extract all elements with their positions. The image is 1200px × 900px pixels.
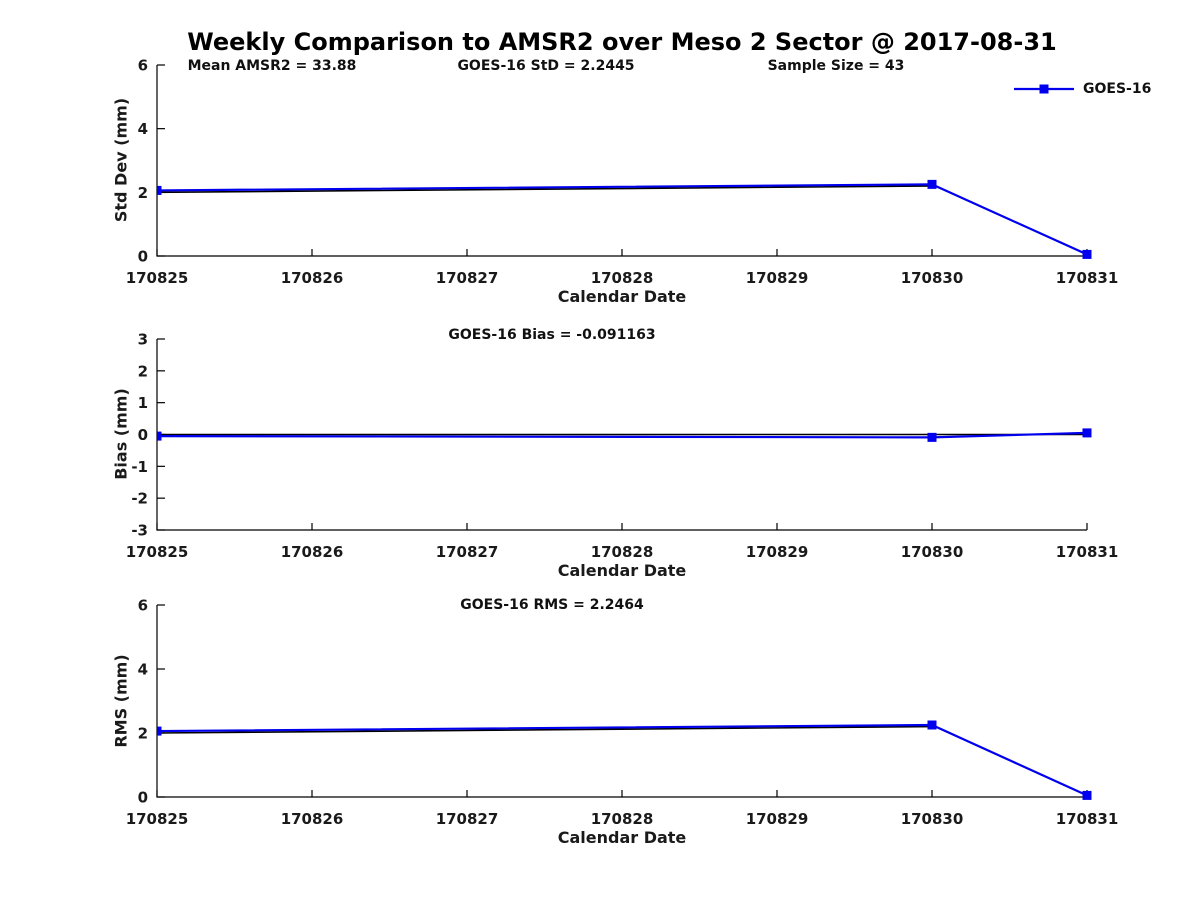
series-group [157, 428, 1092, 442]
subplot-title-bias: GOES-16 Bias = -0.091163 [448, 327, 656, 343]
xlabel: Calendar Date [558, 561, 687, 580]
series-group [157, 720, 1092, 800]
y-tick-label: 4 [138, 120, 148, 138]
axis-lines [156, 65, 1087, 257]
x-tick-label: 170825 [126, 269, 189, 287]
x-tick-label: 170826 [281, 269, 344, 287]
y-tick-label: 1 [138, 394, 148, 412]
series-line-reference [157, 185, 933, 194]
x-tick-label: 170831 [1056, 269, 1119, 287]
y-tick-label: -1 [131, 458, 148, 476]
x-tick-label: 170831 [1056, 543, 1119, 561]
legend-line-marker-swatch [1014, 84, 1074, 94]
ylabel-bias: Bias (mm) [111, 388, 131, 480]
legend-square-marker [1039, 84, 1049, 94]
y-tick-label: 0 [138, 426, 148, 444]
x-tick-label: 170826 [281, 543, 344, 561]
subplot-title-rms: GOES-16 RMS = 2.2464 [460, 597, 644, 613]
data-point-marker [1082, 249, 1092, 259]
y-tick-label: 0 [138, 248, 148, 266]
data-point-marker [157, 431, 162, 441]
series-group [157, 179, 1092, 259]
annotation-sample-size: Sample Size = 43 [767, 58, 905, 74]
ylabel-rms: RMS (mm) [111, 654, 131, 748]
y-tick-label: -3 [131, 522, 148, 540]
y-tick-label: 6 [138, 57, 148, 75]
series-line-goes16 [157, 431, 1088, 439]
x-tick-label: 170827 [436, 269, 499, 287]
x-tick-label: 170829 [746, 810, 809, 828]
x-tick-label: 170829 [746, 269, 809, 287]
x-tick-label: 170828 [591, 543, 654, 561]
data-point-marker [157, 185, 162, 195]
x-tick-label: 170829 [746, 543, 809, 561]
x-tick-label: 170825 [126, 810, 189, 828]
axis-lines [156, 605, 1087, 798]
annotation-goes16-std: GOES-16 StD = 2.2445 [457, 58, 635, 74]
xlabel: Calendar Date [558, 287, 687, 306]
legend-label: GOES-16 [1083, 81, 1152, 97]
y-tick-label: 4 [138, 661, 148, 679]
x-tick-label: 170830 [901, 543, 964, 561]
y-tick-label: 2 [138, 725, 148, 743]
series-line-goes16 [157, 183, 1088, 256]
annotation-mean-amsr2: Mean AMSR2 = 33.88 [187, 58, 357, 74]
ylabel-stddev: Std Dev (mm) [111, 97, 131, 223]
x-tick-label: 170828 [591, 269, 654, 287]
x-tick-label: 170826 [281, 810, 344, 828]
series-line-goes16 [157, 723, 1088, 797]
x-tick-label: 170828 [591, 810, 654, 828]
x-tick-label: 170831 [1056, 810, 1119, 828]
x-tick-label: 170830 [901, 269, 964, 287]
data-point-marker [1082, 790, 1092, 800]
y-tick-label: 2 [138, 184, 148, 202]
data-point-marker [927, 179, 937, 189]
legend: GOES-16 [1013, 81, 1151, 97]
data-point-marker [927, 720, 937, 730]
data-point-marker [1082, 428, 1092, 438]
data-point-marker [927, 432, 937, 442]
y-tick-label: -2 [131, 490, 148, 508]
x-tick-label: 170827 [436, 543, 499, 561]
y-tick-label: 2 [138, 362, 148, 380]
y-tick-label: 0 [138, 789, 148, 807]
y-tick-label: 6 [138, 597, 148, 615]
axis-lines [156, 339, 1087, 531]
data-point-marker [157, 726, 162, 736]
xlabel: Calendar Date [558, 828, 687, 847]
x-tick-label: 170827 [436, 810, 499, 828]
figure-title: Weekly Comparison to AMSR2 over Meso 2 S… [187, 28, 1057, 56]
y-tick-label: 3 [138, 331, 148, 349]
x-tick-label: 170830 [901, 810, 964, 828]
x-tick-label: 170825 [126, 543, 189, 561]
series-line-reference [157, 725, 933, 734]
